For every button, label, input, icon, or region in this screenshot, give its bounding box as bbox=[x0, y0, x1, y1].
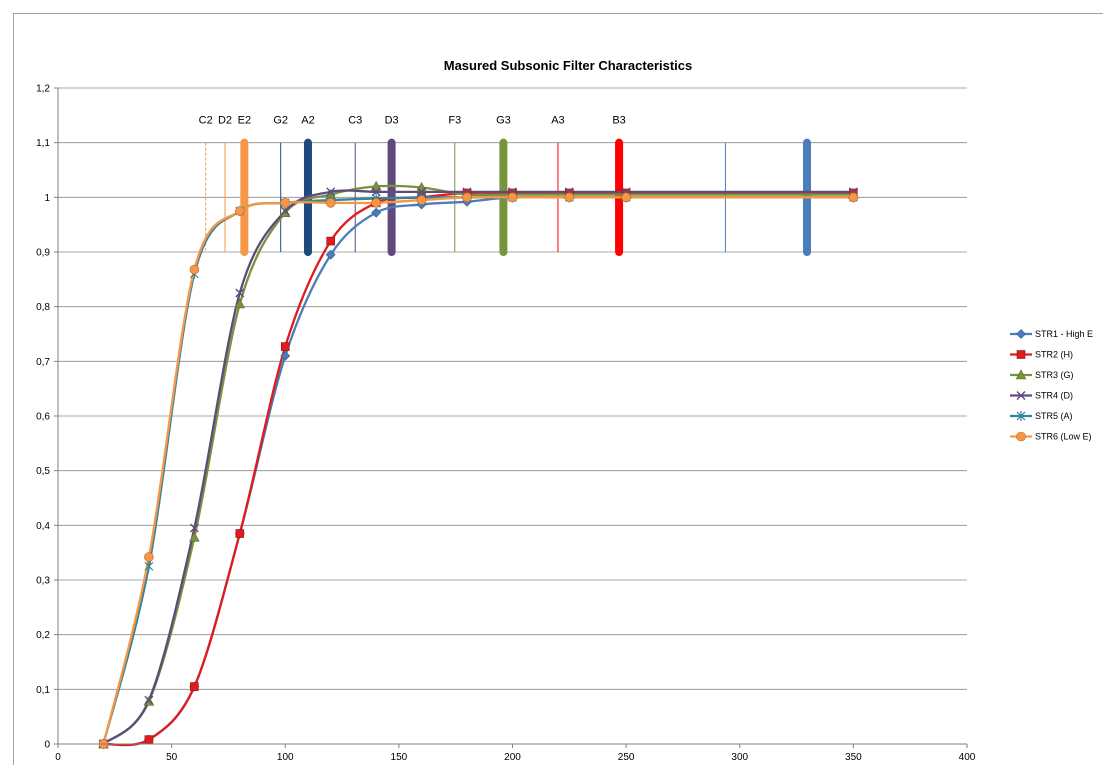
note-label-g2: G2 bbox=[273, 115, 288, 127]
legend-label-5: STR5 (A) bbox=[1035, 411, 1073, 421]
y-tick-label-1: 0,1 bbox=[36, 685, 50, 696]
y-tick-label-2: 0,2 bbox=[36, 630, 50, 641]
series-line-4 bbox=[102, 189, 854, 745]
data-point-s4-1 bbox=[144, 695, 154, 705]
data-point-s6-1 bbox=[144, 552, 154, 562]
y-tick-label-3: 0,3 bbox=[36, 576, 50, 587]
x-tick-label-8: 400 bbox=[959, 752, 976, 763]
legend-marker-3 bbox=[1015, 369, 1027, 380]
y-tick-label-10: 1 bbox=[44, 193, 50, 204]
data-point-s6-7 bbox=[416, 195, 427, 205]
data-point-s1-4 bbox=[280, 350, 291, 361]
legend: STR1 - High E STR2 (H) STR3 (G) STR4 (D) STR… bbox=[1010, 329, 1093, 442]
legend-label-2: STR2 (H) bbox=[1035, 350, 1073, 360]
y-tick-label-7: 0,7 bbox=[36, 357, 50, 368]
data-series bbox=[98, 180, 859, 749]
y-tick-label-6: 0,6 bbox=[36, 412, 50, 423]
note-label-d3: D3 bbox=[385, 115, 399, 127]
data-point-s6-9 bbox=[507, 192, 518, 203]
legend-marker-5 bbox=[1016, 411, 1026, 421]
data-point-s6-12 bbox=[848, 192, 859, 203]
note-label-a2: A2 bbox=[301, 115, 314, 127]
legend-label-4: STR4 (D) bbox=[1035, 391, 1073, 401]
note-label-c2: C2 bbox=[199, 115, 213, 127]
chart-title: Masured Subsonic Filter Characteristics bbox=[444, 58, 693, 73]
series-points-4 bbox=[98, 187, 858, 749]
series-line-3 bbox=[102, 184, 854, 745]
note-label-a3: A3 bbox=[551, 115, 564, 127]
series-line-6 bbox=[102, 195, 854, 745]
data-point-s4-6 bbox=[371, 187, 381, 197]
y-tick-label-4: 0,4 bbox=[36, 521, 50, 532]
data-point-s6-8 bbox=[462, 192, 472, 203]
data-point-s6-2 bbox=[189, 264, 200, 275]
y-tick-label-12: 1,2 bbox=[36, 84, 50, 95]
legend-label-6: STR6 (Low E) bbox=[1035, 432, 1092, 442]
data-point-s3-4 bbox=[279, 207, 291, 217]
x-tick-label-6: 300 bbox=[731, 752, 748, 763]
data-point-s5-1 bbox=[144, 561, 154, 572]
note-label-c3: C3 bbox=[348, 115, 362, 127]
legend-label-1: STR1 - High E bbox=[1035, 329, 1093, 339]
x-tick-label-0: 0 bbox=[55, 752, 61, 763]
note-label-g3: G3 bbox=[496, 115, 511, 127]
axes: 0 0,1 0,2 0,3 0,4 0,5 0,6 0,7 0,8 0,9 1 1,1 1,2 0 50 10… bbox=[36, 84, 976, 764]
data-point-s1-5 bbox=[325, 249, 336, 260]
x-tick-label-4: 200 bbox=[504, 752, 521, 763]
data-point-s6-5 bbox=[325, 198, 336, 208]
x-tick-label-2: 100 bbox=[277, 752, 294, 763]
x-tick-label-3: 150 bbox=[391, 752, 408, 763]
data-point-s2-4 bbox=[280, 342, 290, 351]
legend-marker-1 bbox=[1016, 329, 1026, 339]
note-label-f3: F3 bbox=[448, 115, 461, 127]
data-point-s2-2 bbox=[190, 682, 199, 691]
note-label-d2: D2 bbox=[218, 115, 232, 127]
y-tick-label-9: 0,9 bbox=[36, 248, 50, 259]
data-point-s6-3 bbox=[235, 206, 245, 216]
legend-marker-6 bbox=[1016, 431, 1026, 442]
x-tick-label-1: 50 bbox=[166, 752, 178, 763]
y-tick-label-0: 0 bbox=[44, 740, 50, 751]
data-point-s6-6 bbox=[371, 198, 381, 208]
x-tick-label-7: 350 bbox=[845, 752, 862, 763]
data-point-s6-10 bbox=[564, 192, 575, 203]
x-tick-label-5: 250 bbox=[618, 752, 635, 763]
chart-frame bbox=[13, 13, 1103, 765]
data-point-s2-3 bbox=[235, 529, 245, 538]
note-label-e2: E2 bbox=[238, 115, 251, 127]
data-point-s2-5 bbox=[326, 236, 336, 246]
data-point-s4-4 bbox=[280, 206, 290, 216]
data-point-s3-6 bbox=[370, 180, 382, 191]
y-tick-label-11: 1,1 bbox=[36, 138, 50, 149]
legend-label-3: STR3 (G) bbox=[1035, 370, 1074, 380]
data-point-s3-3 bbox=[234, 298, 246, 309]
legend-marker-4 bbox=[1016, 391, 1026, 400]
legend-marker-2 bbox=[1016, 350, 1026, 359]
y-tick-label-8: 0,8 bbox=[36, 302, 50, 313]
note-label-b3: B3 bbox=[612, 115, 625, 127]
data-point-s4-5 bbox=[326, 187, 336, 197]
data-point-s3-2 bbox=[189, 531, 200, 542]
data-point-s1-6 bbox=[371, 207, 382, 218]
data-point-s6-11 bbox=[621, 192, 631, 203]
data-point-s2-1 bbox=[144, 735, 154, 744]
series-points-6 bbox=[98, 192, 859, 749]
data-point-s4-2 bbox=[189, 523, 199, 533]
data-point-s4-3 bbox=[235, 288, 245, 298]
data-point-s6-4 bbox=[280, 198, 291, 208]
y-tick-label-5: 0,5 bbox=[36, 466, 50, 477]
